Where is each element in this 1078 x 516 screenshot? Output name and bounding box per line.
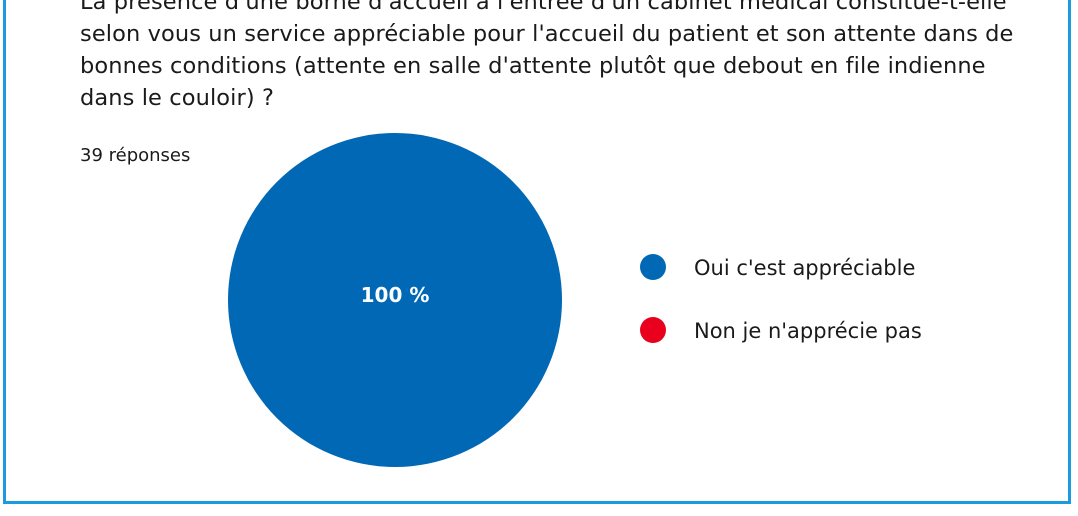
legend-marker-non-je-n-appr-cie-pas: [640, 317, 666, 343]
response-count: 39 réponses: [80, 145, 191, 166]
pie-data-label: 100 %: [361, 283, 430, 307]
pie-slice-oui-c-est-appr-ciable: [228, 133, 562, 467]
question-text: La présence d'une borne d'accueil à l'en…: [80, 0, 1014, 111]
legend-label-oui-c-est-appr-ciable: Oui c'est appréciable: [694, 256, 915, 280]
legend-marker-oui-c-est-appr-ciable: [640, 254, 666, 280]
legend-label-non-je-n-appr-cie-pas: Non je n'apprécie pas: [694, 319, 922, 343]
